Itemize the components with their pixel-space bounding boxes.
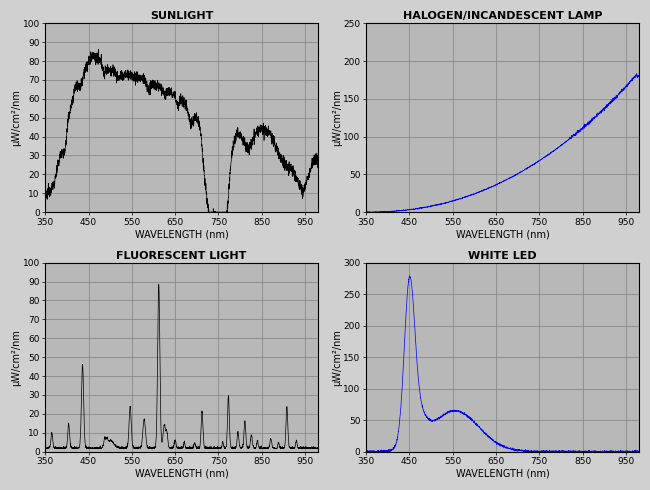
Title: FLUORESCENT LIGHT: FLUORESCENT LIGHT (116, 250, 247, 261)
X-axis label: WAVELENGTH (nm): WAVELENGTH (nm) (456, 229, 549, 240)
Title: HALOGEN/INCANDESCENT LAMP: HALOGEN/INCANDESCENT LAMP (403, 11, 603, 21)
Y-axis label: μW/cm²/nm: μW/cm²/nm (11, 89, 21, 146)
Y-axis label: μW/cm²/nm: μW/cm²/nm (332, 89, 342, 146)
Y-axis label: μW/cm²/nm: μW/cm²/nm (332, 329, 342, 386)
X-axis label: WAVELENGTH (nm): WAVELENGTH (nm) (135, 229, 229, 240)
X-axis label: WAVELENGTH (nm): WAVELENGTH (nm) (456, 469, 549, 479)
Title: SUNLIGHT: SUNLIGHT (150, 11, 213, 21)
Y-axis label: μW/cm²/nm: μW/cm²/nm (11, 329, 21, 386)
X-axis label: WAVELENGTH (nm): WAVELENGTH (nm) (135, 469, 229, 479)
Title: WHITE LED: WHITE LED (468, 250, 537, 261)
